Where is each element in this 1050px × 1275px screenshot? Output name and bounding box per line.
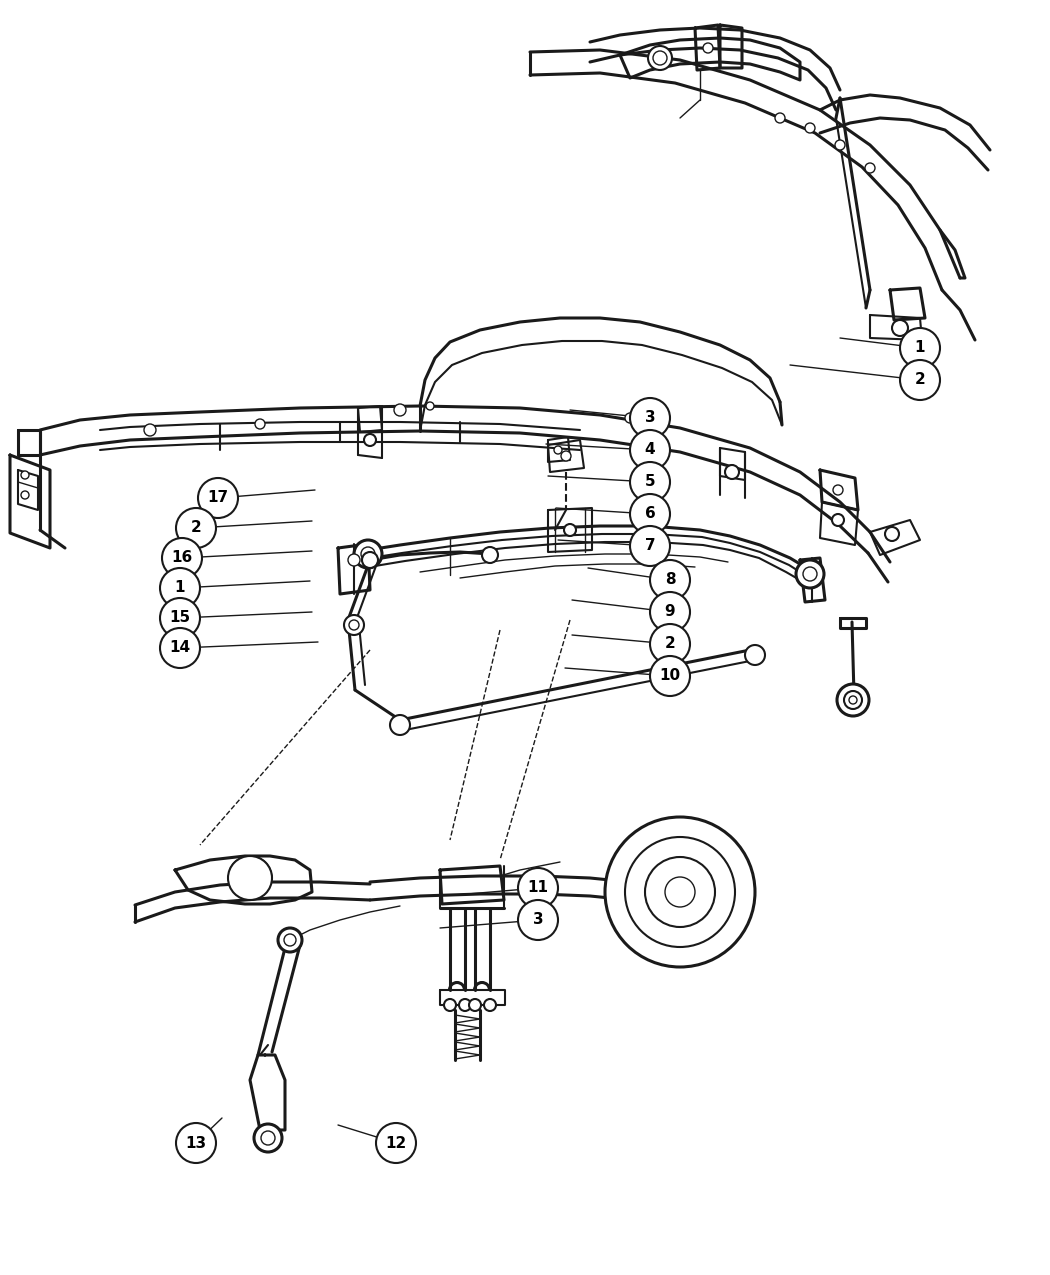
Circle shape xyxy=(630,527,670,566)
Circle shape xyxy=(625,836,735,947)
Circle shape xyxy=(630,398,670,439)
Circle shape xyxy=(796,560,824,588)
Circle shape xyxy=(605,817,755,966)
Circle shape xyxy=(900,360,940,400)
Circle shape xyxy=(724,465,739,479)
Circle shape xyxy=(344,615,364,635)
Circle shape xyxy=(775,113,785,122)
Circle shape xyxy=(837,683,869,717)
Circle shape xyxy=(390,715,410,734)
Circle shape xyxy=(865,163,875,173)
Circle shape xyxy=(849,696,857,704)
Circle shape xyxy=(21,491,29,499)
Circle shape xyxy=(625,413,635,423)
Circle shape xyxy=(144,425,156,436)
Circle shape xyxy=(645,857,715,927)
Circle shape xyxy=(444,1000,456,1011)
Circle shape xyxy=(284,935,296,946)
Circle shape xyxy=(162,538,202,578)
Circle shape xyxy=(394,404,406,416)
Circle shape xyxy=(554,446,562,454)
Text: 9: 9 xyxy=(665,604,675,620)
Circle shape xyxy=(278,928,302,952)
Circle shape xyxy=(482,547,498,564)
Circle shape xyxy=(900,328,940,368)
Circle shape xyxy=(261,1131,275,1145)
Circle shape xyxy=(364,434,376,446)
Circle shape xyxy=(561,451,571,462)
Circle shape xyxy=(160,567,200,608)
Text: 1: 1 xyxy=(915,340,925,356)
Circle shape xyxy=(469,1000,481,1011)
Text: 2: 2 xyxy=(665,636,675,652)
Circle shape xyxy=(518,868,558,908)
Circle shape xyxy=(650,657,690,696)
Text: 10: 10 xyxy=(659,668,680,683)
Circle shape xyxy=(228,856,272,900)
Circle shape xyxy=(254,1125,282,1153)
Circle shape xyxy=(354,541,382,567)
Text: 3: 3 xyxy=(645,411,655,426)
Circle shape xyxy=(348,555,360,566)
Circle shape xyxy=(361,547,375,561)
Circle shape xyxy=(176,1123,216,1163)
Text: 15: 15 xyxy=(169,611,190,626)
Circle shape xyxy=(426,402,434,411)
Text: 16: 16 xyxy=(171,551,192,566)
Circle shape xyxy=(653,51,667,65)
Circle shape xyxy=(518,900,558,940)
Text: 2: 2 xyxy=(191,520,202,536)
Circle shape xyxy=(459,1000,471,1011)
Circle shape xyxy=(630,430,670,470)
Circle shape xyxy=(746,645,765,666)
Circle shape xyxy=(160,629,200,668)
Text: 14: 14 xyxy=(169,640,190,655)
Circle shape xyxy=(650,560,690,601)
Circle shape xyxy=(176,507,216,548)
Text: 7: 7 xyxy=(645,538,655,553)
Circle shape xyxy=(832,514,844,527)
Circle shape xyxy=(704,43,713,54)
Circle shape xyxy=(650,623,690,664)
Circle shape xyxy=(564,524,576,536)
Circle shape xyxy=(376,1123,416,1163)
Circle shape xyxy=(650,592,690,632)
Text: 3: 3 xyxy=(532,913,543,927)
Text: 2: 2 xyxy=(915,372,925,388)
Circle shape xyxy=(835,140,845,150)
Text: 5: 5 xyxy=(645,474,655,490)
Circle shape xyxy=(630,462,670,502)
Text: 8: 8 xyxy=(665,572,675,588)
Circle shape xyxy=(665,877,695,907)
Circle shape xyxy=(349,620,359,630)
Text: 13: 13 xyxy=(186,1136,207,1150)
Circle shape xyxy=(362,552,378,567)
Text: 17: 17 xyxy=(208,491,229,505)
Circle shape xyxy=(160,598,200,638)
Text: 4: 4 xyxy=(645,442,655,458)
Circle shape xyxy=(630,493,670,534)
Circle shape xyxy=(833,484,843,495)
Circle shape xyxy=(21,470,29,479)
Circle shape xyxy=(484,1000,496,1011)
Text: 6: 6 xyxy=(645,506,655,521)
Circle shape xyxy=(230,863,260,892)
Circle shape xyxy=(803,567,817,581)
Circle shape xyxy=(648,46,672,70)
Circle shape xyxy=(237,870,253,886)
Circle shape xyxy=(885,527,899,541)
Circle shape xyxy=(198,478,238,518)
Circle shape xyxy=(844,691,862,709)
Circle shape xyxy=(805,122,815,133)
Circle shape xyxy=(255,419,265,428)
Text: 11: 11 xyxy=(527,881,548,895)
Circle shape xyxy=(892,320,908,337)
Text: 12: 12 xyxy=(385,1136,406,1150)
Text: 1: 1 xyxy=(174,580,185,595)
